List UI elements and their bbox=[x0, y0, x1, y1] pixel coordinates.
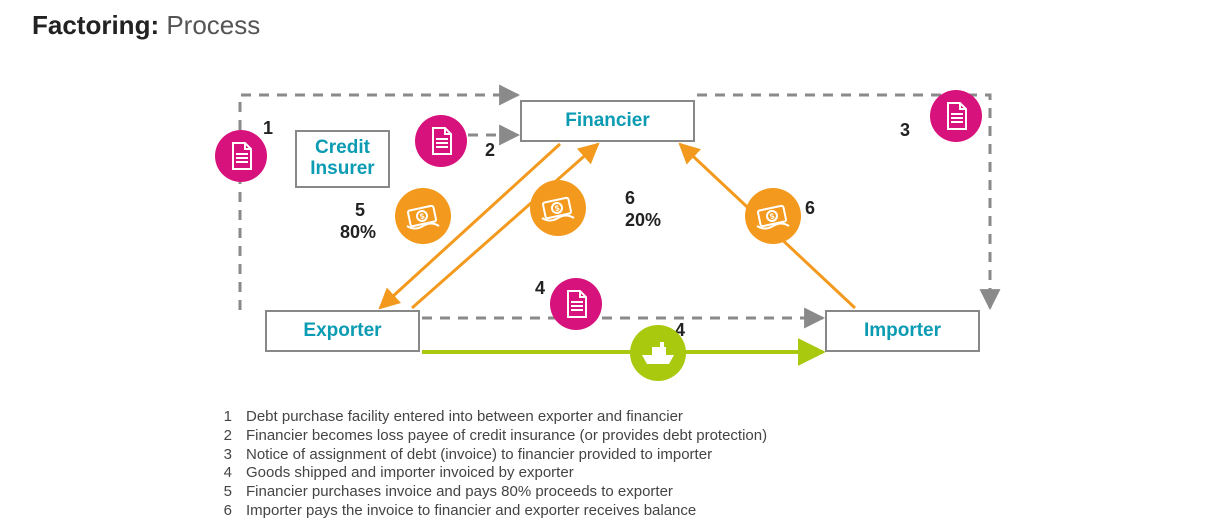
node-label: Financier bbox=[565, 111, 649, 132]
node-label: Credit Insurer bbox=[310, 138, 374, 180]
node-financier: Financier bbox=[520, 100, 695, 142]
legend-text: Financier purchases invoice and pays 80%… bbox=[246, 483, 673, 502]
legend-num: 2 bbox=[220, 427, 232, 446]
money-icon: $ bbox=[745, 188, 801, 244]
legend-text: Goods shipped and importer invoiced by e… bbox=[246, 464, 574, 483]
title-light: Process bbox=[159, 10, 260, 40]
step-3-label: 3 bbox=[900, 120, 910, 141]
legend-num: 3 bbox=[220, 446, 232, 465]
legend-num: 6 bbox=[220, 502, 232, 521]
document-icon bbox=[930, 90, 982, 142]
page-title: Factoring: Process bbox=[32, 10, 260, 41]
money-icon: $ bbox=[395, 188, 451, 244]
legend-row: 6 Importer pays the invoice to financier … bbox=[220, 502, 767, 521]
document-icon bbox=[215, 130, 267, 182]
money-icon: $ bbox=[530, 180, 586, 236]
step-5-label: 5 bbox=[355, 200, 365, 221]
legend-num: 4 bbox=[220, 464, 232, 483]
document-icon bbox=[550, 278, 602, 330]
node-exporter: Exporter bbox=[265, 310, 420, 352]
pct-20-label: 20% bbox=[625, 210, 661, 231]
legend-row: 5 Financier purchases invoice and pays 80… bbox=[220, 483, 767, 502]
legend-num: 5 bbox=[220, 483, 232, 502]
legend-row: 3 Notice of assignment of debt (invoice) … bbox=[220, 446, 767, 465]
factoring-diagram: Financier Credit Insurer Exporter Import… bbox=[200, 60, 1020, 390]
step-2-label: 2 bbox=[485, 140, 495, 161]
node-label: Importer bbox=[864, 321, 941, 342]
legend-text: Importer pays the invoice to financier a… bbox=[246, 502, 696, 521]
ship-icon bbox=[630, 325, 686, 381]
step-6b-label: 6 bbox=[805, 198, 815, 219]
legend-text: Financier becomes loss payee of credit i… bbox=[246, 427, 767, 446]
node-label: Exporter bbox=[303, 321, 381, 342]
step-4a-label: 4 bbox=[535, 278, 545, 299]
legend-row: 4 Goods shipped and importer invoiced by … bbox=[220, 464, 767, 483]
legend-text: Debt purchase facility entered into betw… bbox=[246, 408, 683, 427]
step-6a-label: 6 bbox=[625, 188, 635, 209]
legend-row: 1 Debt purchase facility entered into bet… bbox=[220, 408, 767, 427]
legend-row: 2 Financier becomes loss payee of credit … bbox=[220, 427, 767, 446]
document-icon bbox=[415, 115, 467, 167]
node-credit-insurer: Credit Insurer bbox=[295, 130, 390, 188]
legend-num: 1 bbox=[220, 408, 232, 427]
pct-80-label: 80% bbox=[340, 222, 376, 243]
node-importer: Importer bbox=[825, 310, 980, 352]
legend-text: Notice of assignment of debt (invoice) t… bbox=[246, 446, 712, 465]
title-bold: Factoring: bbox=[32, 10, 159, 40]
legend: 1 Debt purchase facility entered into bet… bbox=[220, 408, 767, 521]
